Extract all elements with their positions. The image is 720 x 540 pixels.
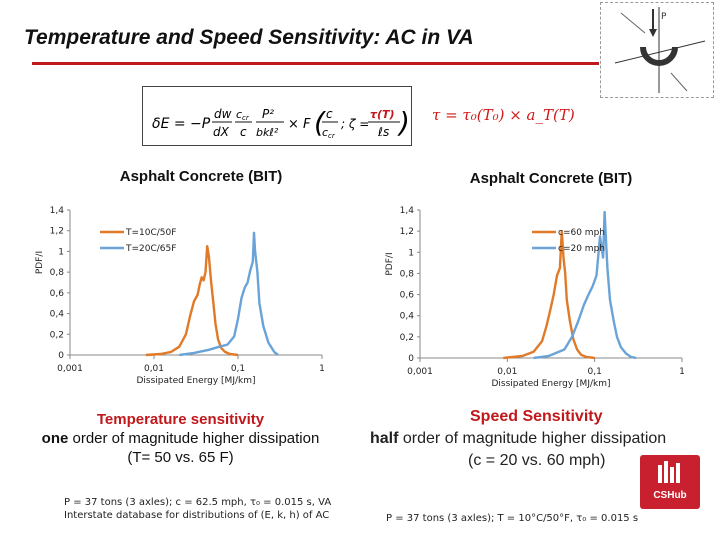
svg-text:c: c <box>240 125 247 139</box>
y-tick-label: 0 <box>408 354 414 364</box>
y-tick-label: 1,4 <box>400 206 415 216</box>
svg-text:c: c <box>326 107 333 121</box>
y-tick-label: 0 <box>58 351 64 361</box>
temperature-caption-heading: Temperature sensitivity <box>96 411 265 428</box>
x-axis-label: Dissipated Energy [MJ/km] <box>492 379 611 389</box>
tire-diagram-icon: P <box>614 7 706 93</box>
temperature-caption-rest: order of magnitude higher dissipation <box>68 430 320 447</box>
svg-text:P²: P² <box>262 107 274 121</box>
speed-caption-emphasis: half <box>370 430 399 447</box>
legend-label: c=20 mph <box>558 244 605 254</box>
y-tick-label: 0,4 <box>400 312 415 322</box>
chart-title-speed: Asphalt Concrete (BIT) <box>469 170 633 187</box>
y-tick-label: 0,6 <box>50 289 65 299</box>
x-tick-label: 1 <box>319 364 325 374</box>
y-axis-label: PDF/I <box>35 251 45 274</box>
legend-label: T=20C/65F <box>125 244 176 254</box>
y-tick-label: 1 <box>408 248 414 258</box>
y-axis-label: PDF/I <box>385 252 395 275</box>
cshub-logo-text: CSHub <box>653 490 687 501</box>
y-tick-label: 1,4 <box>50 206 65 216</box>
svg-text:δE = −P: δE = −P <box>152 116 211 132</box>
legend-label: c=60 mph <box>558 228 605 238</box>
temperature-caption: Temperature sensitivity one order of mag… <box>8 410 353 467</box>
y-tick-label: 0,6 <box>400 291 415 301</box>
temperature-caption-line: one order of magnitude higher dissipatio… <box>8 429 353 448</box>
series-line-second <box>533 210 637 360</box>
temperature-caption-detail: (T= 50 vs. 65 F) <box>127 449 234 466</box>
svg-text:; ζ =: ; ζ = <box>341 117 369 131</box>
x-tick-label: 0,1 <box>588 367 602 377</box>
speed-caption-detail: (c = 20 vs. 60 mph) <box>468 452 606 469</box>
y-tick-label: 0,2 <box>400 333 414 343</box>
y-tick-label: 0,8 <box>400 269 415 279</box>
svg-text:): ) <box>397 106 408 139</box>
svg-text:(: ( <box>314 106 326 139</box>
temperature-caption-emphasis: one <box>41 430 69 447</box>
dissipation-formula-glyphs: δE = −P dw dX c cr c P² bkℓ² × F ( c c c… <box>152 106 410 140</box>
y-tick-label: 0,8 <box>50 268 65 278</box>
footnote-left-1: P = 37 tons (3 axles); c = 62.5 mph, τ₀ … <box>64 497 332 508</box>
svg-text:cr: cr <box>242 114 250 122</box>
cshub-logo <box>640 455 700 509</box>
speed-chart: 0 0,2 0,4 0,6 0,8 1 1,2 1,4 0,001 0,01 0,1 1 Dissipa… <box>385 206 685 389</box>
cshub-logo-icon <box>658 461 680 483</box>
tire-diagram: P <box>600 2 714 98</box>
svg-text:τ(T): τ(T) <box>370 108 395 121</box>
svg-text:ℓs: ℓs <box>377 125 389 139</box>
y-tick-label: 1,2 <box>400 227 414 237</box>
speed-caption-rest: order of magnitude higher dissipation <box>398 430 667 447</box>
speed-caption-line: half order of magnitude higher dissipati… <box>370 430 666 448</box>
footnote-right: P = 37 tons (3 axles); T = 10°C/50°F, τ₀… <box>386 513 639 524</box>
legend-label: T=10C/50F <box>125 228 176 238</box>
temperature-chart: 0 0,2 0,4 0,6 0,8 1 1,2 1,4 0,001 0,01 0,1 1 Dissipa… <box>35 206 325 386</box>
series-line-second <box>179 231 279 357</box>
x-tick-label: 0,001 <box>57 364 83 374</box>
shift-factor-formula: τ = τ₀(T₀) × a_T(T) <box>432 106 575 124</box>
series-line-first <box>145 245 239 357</box>
footnote-left-2: Interstate database for distributions of… <box>64 510 330 521</box>
series-line-first <box>503 229 595 360</box>
y-tick-label: 1,2 <box>50 227 64 237</box>
y-tick-label: 0,4 <box>50 310 65 320</box>
formula-box <box>142 86 412 146</box>
svg-text:dX: dX <box>213 125 230 139</box>
title-underline <box>32 62 599 65</box>
x-tick-label: 0,01 <box>144 364 164 374</box>
slide-title: Temperature and Speed Sensitivity: AC in… <box>24 26 474 49</box>
svg-text:P: P <box>661 12 667 22</box>
dissipation-formula: δE = −P dw dX c cr c P² bkℓ² × F ( c c c… <box>152 104 410 148</box>
svg-text:c: c <box>322 126 328 139</box>
x-tick-label: 0,001 <box>407 367 433 377</box>
y-tick-label: 1 <box>58 247 64 257</box>
svg-text:bkℓ²: bkℓ² <box>256 126 279 139</box>
svg-text:cr: cr <box>328 132 336 140</box>
x-tick-label: 0,01 <box>497 367 517 377</box>
x-tick-label: 0,1 <box>231 364 245 374</box>
chart-title-temperature: Asphalt Concrete (BIT) <box>119 168 283 185</box>
speed-caption-heading: Speed Sensitivity <box>470 408 603 425</box>
svg-text:c: c <box>236 108 242 121</box>
x-tick-label: 1 <box>679 367 685 377</box>
x-axis-label: Dissipated Energy [MJ/km] <box>137 376 256 386</box>
y-tick-label: 0,2 <box>50 330 64 340</box>
svg-text:dw: dw <box>214 107 232 121</box>
svg-text:× F: × F <box>288 117 311 132</box>
